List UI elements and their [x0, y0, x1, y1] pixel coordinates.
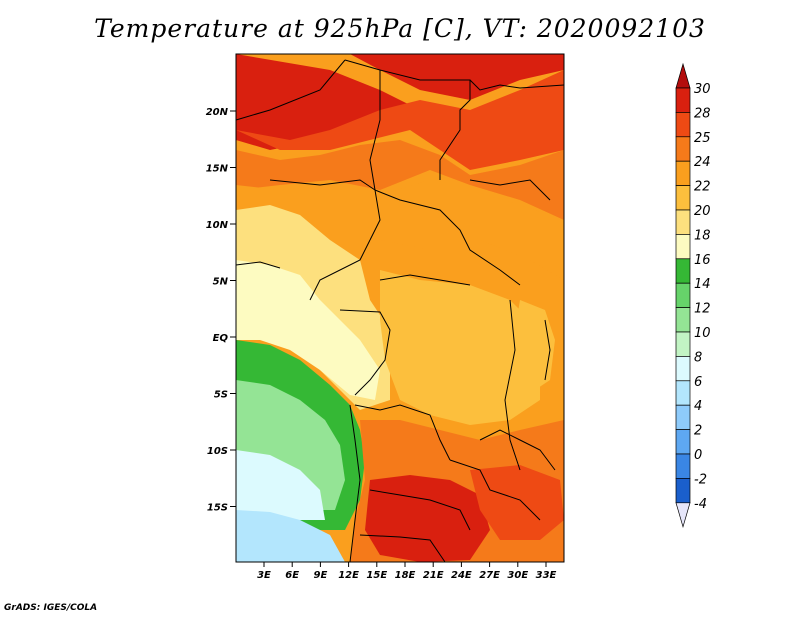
lon-tick-label: 3E [257, 570, 271, 581]
lat-tick-label: 5N [213, 277, 229, 288]
lon-tick-label: 21E [423, 570, 444, 581]
border-line-5 [309, 239, 371, 301]
colorbar-label: 16 [694, 253, 711, 268]
colorbar-box [675, 453, 691, 479]
border-line-14 [369, 489, 471, 531]
region-central-orange [236, 180, 564, 280]
colorbar-box [675, 185, 691, 211]
border-line-7 [379, 274, 471, 286]
colorbar-label: 2 [694, 424, 702, 439]
border-line-16 [235, 261, 281, 269]
border-line-15 [359, 534, 446, 563]
border-line-2 [344, 59, 471, 180]
lat-tick-label: EQ [213, 333, 229, 344]
colorbar-label: 18 [694, 228, 711, 243]
lat-tick-label: 10N [206, 220, 229, 231]
border-line-3 [369, 70, 381, 191]
lon-tick-label: 30E [507, 570, 528, 581]
longitude-ticks: 3E 6E 9E 12E 15E 18E 21E 24E 27E 30E 33E [257, 562, 557, 581]
colorbar-box [675, 160, 691, 186]
colorbar-box [675, 136, 691, 162]
colorbar-box [675, 429, 691, 455]
border-line-11 [504, 299, 521, 471]
lon-tick-label: 15E [366, 570, 387, 581]
map-title: Temperature at 925hPa [C], VT: 202009210… [94, 14, 706, 43]
map-frame [235, 53, 565, 563]
colorbar-box [675, 234, 691, 260]
colorbar-box [675, 478, 691, 504]
colorbar-label: 24 [694, 155, 711, 170]
border-line-9 [469, 79, 565, 91]
colorbar-label: 28 [694, 106, 711, 121]
colorbar-label: 14 [694, 277, 711, 292]
colorbar-boxes [675, 62, 691, 529]
colorbar-label: 6 [694, 375, 702, 390]
colorbar-label: 20 [694, 204, 711, 219]
colorbar-box [675, 112, 691, 138]
region-savanna-orange [236, 140, 564, 220]
region-sahel-warm [236, 70, 564, 170]
border-line-6 [374, 189, 521, 286]
lat-tick-label: 15S [207, 503, 228, 514]
region-congo-basin [380, 270, 540, 425]
lon-tick-label: 12E [338, 570, 359, 581]
colorbar-box [675, 331, 691, 357]
lon-tick-label: 33E [536, 570, 557, 581]
lon-tick-label: 24E [451, 570, 472, 581]
colorbar-box [675, 356, 691, 382]
colorbar-label: -2 [694, 472, 707, 487]
region-atlantic-cream [236, 260, 380, 400]
colorbar-label: 10 [694, 326, 711, 341]
lon-tick-label: 9E [314, 570, 328, 581]
colorbar-box [675, 87, 691, 113]
border-line-12 [354, 404, 451, 461]
region-fill-group [236, 54, 564, 562]
border-line-17 [349, 404, 361, 563]
region-ocean-blue [236, 510, 345, 562]
border-line-1 [235, 59, 346, 121]
colorbar-label: 30 [694, 82, 711, 97]
border-line-4 [269, 179, 381, 241]
border-line-8 [339, 309, 391, 396]
colorbar-box [675, 282, 691, 308]
colorbar-label: 25 [694, 131, 711, 146]
lat-tick-label: 5S [214, 390, 228, 401]
region-sahara-hot [236, 54, 564, 150]
colorbar-label: 12 [694, 302, 711, 317]
country-borders [235, 59, 565, 563]
region-kalahari-hot [365, 475, 490, 562]
colorbar-label: 4 [694, 399, 702, 414]
border-line-13 [449, 459, 541, 521]
border-line-19 [544, 319, 551, 381]
colorbar-box [675, 404, 691, 430]
border-line-10 [469, 179, 551, 201]
lat-tick-label: 15N [206, 164, 229, 175]
lat-tick-label: 10S [207, 446, 228, 457]
region-east-warm [470, 465, 564, 540]
lon-tick-label: 6E [285, 570, 299, 581]
lon-tick-label: 18E [395, 570, 416, 581]
grads-credit: GrADS: IGES/COLA [4, 603, 98, 613]
latitude-ticks: 20N 15N 10N 5N EQ 5S 10S 15S [206, 107, 236, 514]
colorbar-label: 0 [694, 448, 702, 463]
colorbar-bottom-arrow [675, 502, 691, 529]
lon-tick-label: 27E [479, 570, 500, 581]
colorbar-box [675, 307, 691, 333]
colorbar-top-arrow [675, 62, 691, 89]
colorbar-box [675, 209, 691, 235]
colorbar-label: 8 [694, 350, 702, 365]
colorbar-box [675, 380, 691, 406]
lat-tick-label: 20N [206, 107, 229, 118]
border-line-18 [479, 429, 556, 471]
region-ocean-cyan [236, 450, 325, 520]
colorbar-label: -4 [694, 497, 707, 512]
colorbar-box [675, 258, 691, 284]
colorbar-label: 22 [694, 180, 711, 195]
